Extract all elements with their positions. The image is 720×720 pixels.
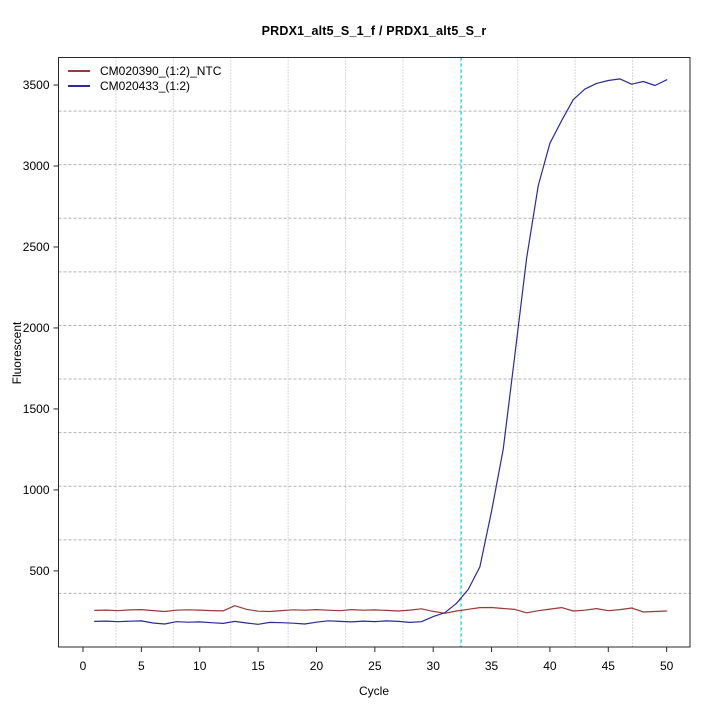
x-tick-label: 45 bbox=[602, 659, 616, 673]
legend-label-sample: CM020433_(1:2) bbox=[100, 78, 191, 93]
x-tick-label: 20 bbox=[310, 659, 324, 673]
y-tick-label: 2500 bbox=[23, 240, 50, 254]
y-axis-label: Fluorescent bbox=[10, 321, 24, 385]
x-tick-label: 5 bbox=[138, 659, 145, 673]
x-tick-label: 30 bbox=[427, 659, 441, 673]
x-tick-label: 15 bbox=[251, 659, 265, 673]
legend-item-sample: CM020433_(1:2) bbox=[68, 79, 221, 94]
x-tick-label: 25 bbox=[368, 659, 382, 673]
x-tick-label: 0 bbox=[80, 659, 87, 673]
x-tick-label: 35 bbox=[485, 659, 499, 673]
x-tick-label: 50 bbox=[660, 659, 674, 673]
series-line-ntc bbox=[94, 605, 668, 614]
y-tick-label: 3000 bbox=[23, 159, 50, 173]
series-line-sample bbox=[94, 78, 668, 625]
legend: CM020390_(1:2)_NTC CM020433_(1:2) bbox=[68, 64, 221, 93]
chart-title: PRDX1_alt5_S_1_f / PRDX1_alt5_S_r bbox=[261, 24, 487, 38]
legend-item-ntc: CM020390_(1:2)_NTC bbox=[68, 64, 221, 79]
y-tick-label: 1500 bbox=[23, 402, 50, 416]
legend-line-swatch-red bbox=[68, 70, 90, 73]
y-tick-label: 3500 bbox=[23, 78, 50, 92]
y-tick-label: 500 bbox=[29, 564, 49, 578]
plot-border bbox=[58, 57, 691, 648]
y-tick-label: 2000 bbox=[23, 321, 50, 335]
legend-line-swatch-blue bbox=[68, 84, 90, 87]
x-axis-label: Cycle bbox=[358, 684, 389, 698]
y-tick-label: 1000 bbox=[23, 483, 50, 497]
legend-label-ntc: CM020390_(1:2)_NTC bbox=[100, 64, 222, 79]
x-tick-label: 10 bbox=[193, 659, 207, 673]
x-tick-label: 40 bbox=[543, 659, 557, 673]
